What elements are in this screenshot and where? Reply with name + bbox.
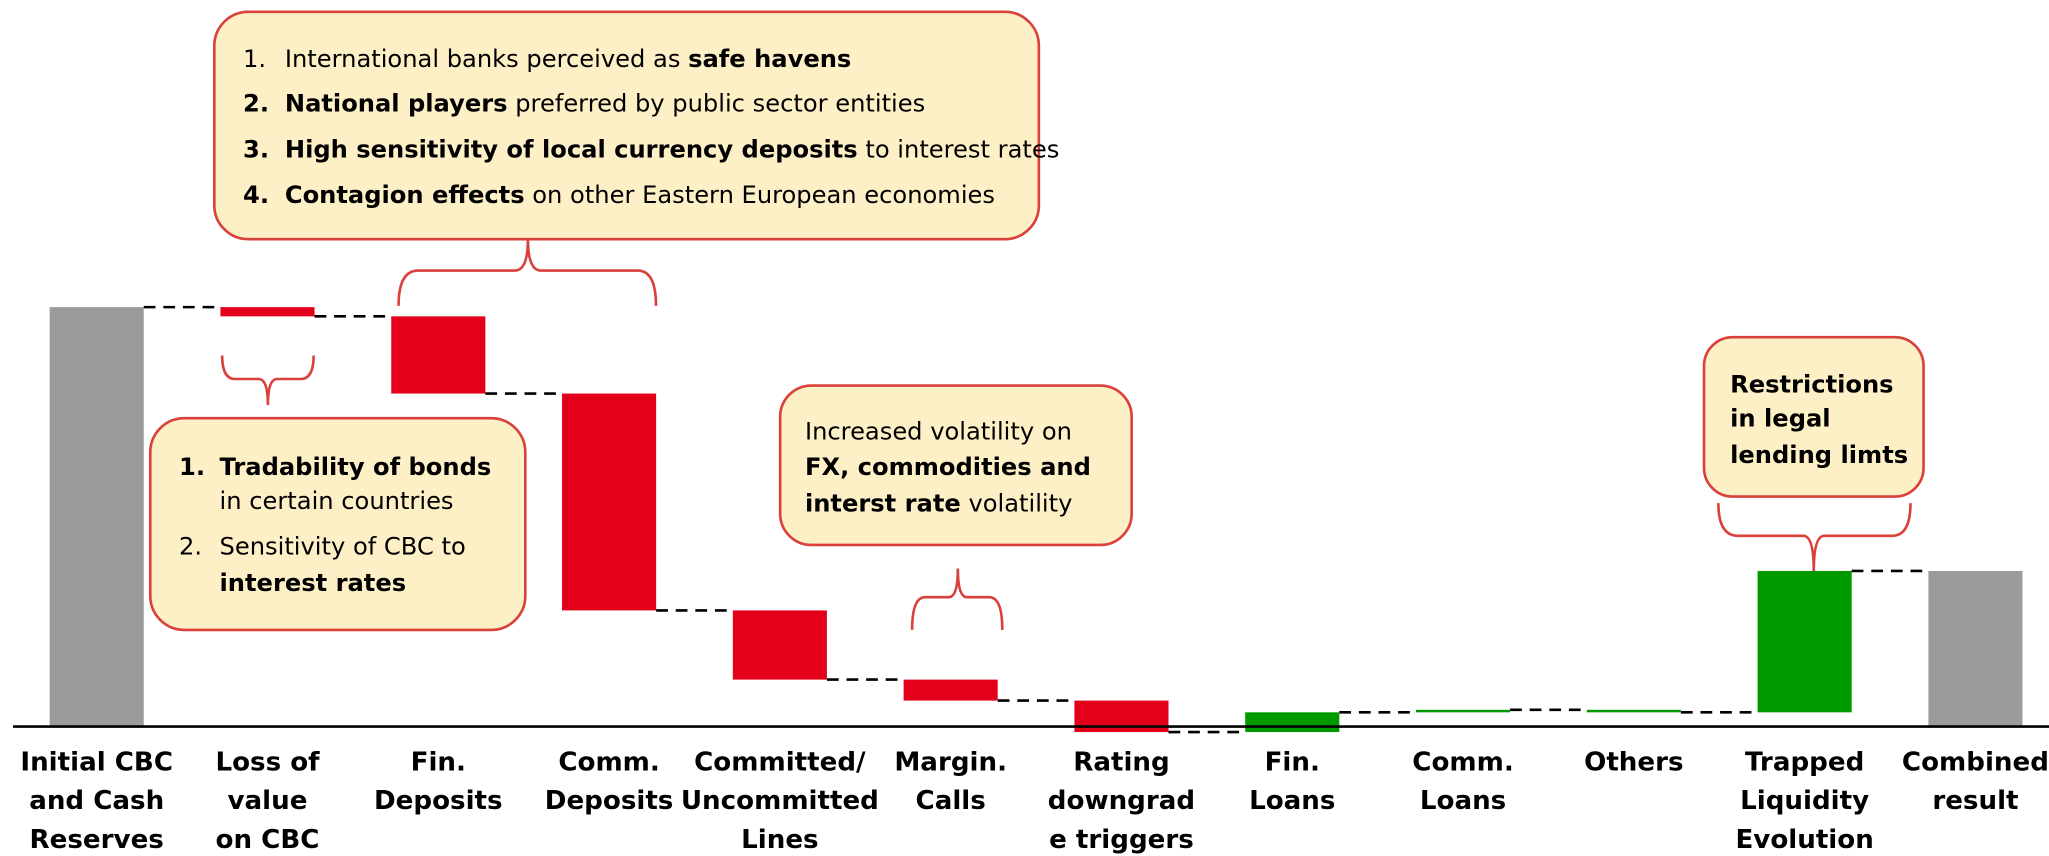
x-tick-label: Evolution	[1735, 825, 1873, 855]
text-run: in certain countries	[220, 487, 454, 515]
callout-text: National players preferred by public sec…	[285, 90, 925, 118]
x-tick-label: Fin.	[411, 748, 466, 778]
callout-text: interest rates	[220, 569, 407, 597]
text-run: Sensitivity of CBC to	[220, 533, 466, 561]
x-tick-label: Committed/	[694, 748, 866, 778]
x-tick-label: e triggers	[1049, 825, 1194, 855]
callout-box	[213, 10, 1041, 241]
text-run: preferred by public sector entities	[508, 90, 926, 118]
brace	[1717, 503, 1912, 572]
text-run: Tradability of bonds	[220, 453, 492, 481]
text-run: FX, commodities and	[805, 453, 1091, 481]
x-tick-label: result	[1932, 786, 2018, 816]
list-marker: 2.	[179, 533, 202, 561]
callout-box	[148, 416, 527, 632]
x-tick-label: Rating	[1073, 748, 1170, 778]
bar	[49, 307, 144, 727]
text-run: lending limts	[1730, 441, 1908, 469]
bar	[732, 610, 827, 680]
text-run: High sensitivity of local currency depos…	[285, 135, 858, 163]
bar	[1928, 570, 2023, 727]
callout-text: Contagion effects on other Eastern Europ…	[285, 181, 995, 209]
brace	[220, 355, 315, 406]
text-run: National players	[285, 90, 508, 118]
text-run: in legal	[1730, 405, 1830, 433]
x-tick-label: Combined	[1902, 748, 2049, 778]
x-tick-label: Loans	[1249, 786, 1335, 816]
x-tick-label: Deposits	[545, 786, 674, 816]
x-tick-label: Initial CBC	[20, 748, 173, 778]
callout-box	[778, 384, 1133, 547]
x-tick-label: Uncommitted	[681, 786, 879, 816]
text-run: Increased volatility on	[805, 418, 1072, 446]
callout-text: Tradability of bonds	[220, 453, 492, 481]
callout-text: Restrictions	[1730, 371, 1893, 399]
callout-text: in certain countries	[220, 487, 454, 515]
x-tick-label: Reserves	[30, 825, 164, 855]
brace	[910, 568, 1004, 630]
callout-text: International banks perceived as safe ha…	[285, 45, 851, 73]
text-run: International banks perceived as	[285, 45, 688, 73]
list-marker: 3.	[243, 135, 269, 163]
bar	[1586, 709, 1681, 713]
x-tick-label: Comm.	[558, 748, 660, 778]
text-run: Contagion effects	[285, 181, 525, 209]
x-tick-label: Margin.	[894, 748, 1007, 778]
list-marker: 1.	[179, 453, 205, 481]
x-tick-label: Liquidity	[1740, 786, 1869, 816]
callout-text: interst rate volatility	[805, 489, 1072, 517]
x-tick-label: Fin.	[1265, 748, 1320, 778]
text-run: to interest rates	[858, 135, 1060, 163]
callout-text: in legal	[1730, 405, 1830, 433]
x-tick-label: Loans	[1420, 786, 1506, 816]
x-tick-label: and Cash	[29, 786, 164, 816]
x-tick-label: Loss of	[215, 748, 320, 778]
bar	[220, 307, 315, 317]
x-tick-label: Others	[1584, 748, 1683, 778]
text-run: volatility	[961, 489, 1073, 517]
list-marker: 1.	[243, 45, 266, 73]
x-tick-label: downgrad	[1048, 786, 1195, 816]
callout-text: High sensitivity of local currency depos…	[285, 135, 1059, 163]
callout-text: Sensitivity of CBC to	[220, 533, 466, 561]
list-marker: 2.	[243, 90, 269, 118]
callout-box	[1702, 335, 1925, 498]
x-tick-label: Deposits	[374, 786, 503, 816]
callout-text: lending limts	[1730, 441, 1908, 469]
bar	[391, 316, 486, 394]
x-tick-label: Calls	[916, 786, 986, 816]
x-tick-label: Comm.	[1412, 748, 1514, 778]
callout-text: FX, commodities and	[805, 453, 1091, 481]
bar	[562, 393, 657, 611]
callouts	[148, 10, 1925, 632]
bar	[1757, 570, 1852, 713]
x-tick-label: value	[228, 786, 308, 816]
x-tick-label: on CBC	[216, 825, 320, 855]
bar	[1416, 709, 1511, 713]
callout-text: Increased volatility on	[805, 418, 1072, 446]
text-run: safe havens	[688, 45, 851, 73]
bar	[903, 679, 998, 701]
brace	[397, 239, 658, 306]
text-run: interst rate	[805, 489, 961, 517]
list-marker: 4.	[243, 181, 269, 209]
text-run: on other Eastern European economies	[525, 181, 995, 209]
x-tick-label: Trapped	[1745, 748, 1864, 778]
text-run: interest rates	[220, 569, 407, 597]
bar	[1245, 712, 1340, 733]
x-tick-label: Lines	[741, 825, 818, 855]
text-run: Restrictions	[1730, 371, 1893, 399]
